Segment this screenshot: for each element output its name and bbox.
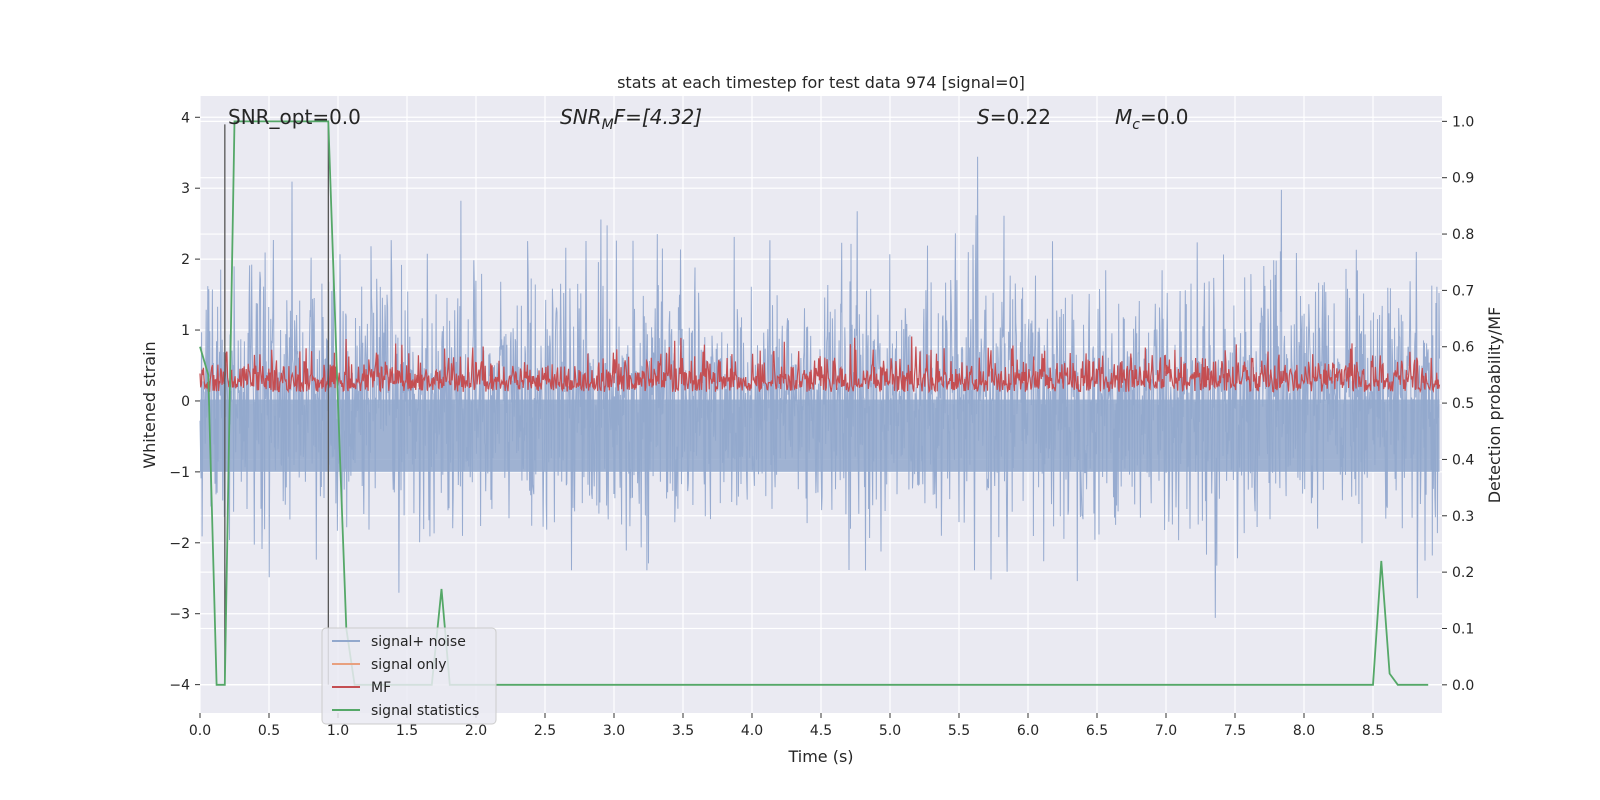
x-tick-label: 0.5 bbox=[258, 723, 280, 739]
signal-noise-series bbox=[199, 156, 1440, 618]
annotation-s: S=0.22 bbox=[977, 105, 1051, 129]
y-left-tick-label: 3 bbox=[181, 181, 190, 197]
y-right-tick-label: 0.8 bbox=[1452, 227, 1474, 243]
y-right-tick-label: 0.6 bbox=[1452, 340, 1474, 356]
vertical-markers bbox=[224, 124, 329, 685]
x-tick-label: 8.5 bbox=[1362, 723, 1384, 739]
y-left-tick-label: 2 bbox=[181, 252, 190, 268]
mf-series bbox=[199, 336, 1441, 394]
x-tick-label: 4.5 bbox=[810, 723, 832, 739]
x-tick-label: 2.0 bbox=[465, 723, 487, 739]
annotation-mc-main: M bbox=[1115, 105, 1132, 129]
legend-label-mf: MF bbox=[371, 680, 391, 696]
annotation-snr-mf-rest: F=[4.32] bbox=[614, 105, 702, 129]
y-right-tick-label: 0.5 bbox=[1452, 396, 1474, 412]
x-tick-label: 6.0 bbox=[1017, 723, 1039, 739]
x-tick-label: 3.5 bbox=[672, 723, 694, 739]
y-right-tick-label: 0.2 bbox=[1452, 565, 1474, 581]
x-tick-label: 6.5 bbox=[1086, 723, 1108, 739]
y-left-tick-label: 1 bbox=[181, 323, 190, 339]
mf-line bbox=[199, 336, 1441, 394]
legend-box bbox=[321, 627, 497, 725]
y-left-tick-label: 0 bbox=[181, 394, 190, 410]
y-left-tick-label: −1 bbox=[169, 465, 190, 481]
chart-title: stats at each timestep for test data 974… bbox=[617, 73, 1025, 92]
y-right-tick-label: 0.0 bbox=[1452, 678, 1474, 694]
x-tick-label: 5.5 bbox=[948, 723, 970, 739]
annotation-s-rest: =0.22 bbox=[990, 105, 1051, 129]
x-axis-ticks: 0.0 0.5 1.0 1.5 2.0 2.5 3.0 3.5 4.0 4.5 5.0 5.5 6.0 6… bbox=[189, 713, 1384, 739]
x-tick-label: 0.0 bbox=[189, 723, 211, 739]
x-tick-label: 2.5 bbox=[534, 723, 556, 739]
annotation-snr-mf-sub: M bbox=[602, 117, 614, 133]
x-tick-label: 4.0 bbox=[741, 723, 763, 739]
annotation-s-main: S bbox=[977, 105, 990, 129]
x-tick-label: 5.0 bbox=[879, 723, 901, 739]
legend-label-signal-only: signal only bbox=[371, 657, 446, 673]
y-right-axis-ticks: 0.0 0.1 0.2 0.3 0.4 0.5 0.6 0.7 0.8 0.9 1.0 bbox=[1442, 114, 1474, 694]
y-left-tick-label: −2 bbox=[169, 536, 190, 552]
x-tick-label: 7.0 bbox=[1155, 723, 1177, 739]
annotation-mc-rest: =0.0 bbox=[1140, 105, 1189, 129]
x-tick-label: 3.0 bbox=[603, 723, 625, 739]
x-tick-label: 8.0 bbox=[1293, 723, 1315, 739]
y-right-tick-label: 0.9 bbox=[1452, 171, 1474, 187]
y-left-tick-label: −4 bbox=[169, 678, 190, 694]
x-axis-label: Time (s) bbox=[787, 747, 853, 766]
x-tick-label: 1.5 bbox=[396, 723, 418, 739]
y-right-tick-label: 1.0 bbox=[1452, 114, 1474, 130]
y-right-tick-label: 0.4 bbox=[1452, 452, 1474, 468]
legend: signal+ noise signal only MF signal stat… bbox=[321, 627, 497, 725]
y-right-tick-label: 0.7 bbox=[1452, 283, 1474, 299]
y-left-axis-label: Whitened strain bbox=[140, 341, 159, 468]
y-left-axis-ticks: −4 −3 −2 −1 0 1 2 3 4 bbox=[169, 110, 200, 694]
y-right-tick-label: 0.3 bbox=[1452, 509, 1474, 525]
annotation-snr-opt: SNR_opt=0.0 bbox=[228, 105, 361, 129]
y-right-axis-label: Detection probability/MF bbox=[1485, 307, 1504, 504]
legend-label-signal-statistics: signal statistics bbox=[371, 703, 479, 719]
y-left-tick-label: 4 bbox=[181, 110, 190, 126]
annotation-mc: Mc=0.0 bbox=[1115, 105, 1189, 133]
annotation-snr-mf: SNRMF=[4.32] bbox=[560, 105, 702, 133]
y-left-tick-label: −3 bbox=[169, 607, 190, 623]
signal-noise-band bbox=[200, 399, 1440, 472]
x-tick-label: 7.5 bbox=[1224, 723, 1246, 739]
legend-label-signal-noise: signal+ noise bbox=[371, 634, 466, 650]
x-tick-label: 1.0 bbox=[327, 723, 349, 739]
y-right-tick-label: 0.1 bbox=[1452, 621, 1474, 637]
annotation-snr-mf-main: SNR bbox=[560, 105, 602, 129]
annotation-mc-sub: c bbox=[1132, 117, 1140, 133]
